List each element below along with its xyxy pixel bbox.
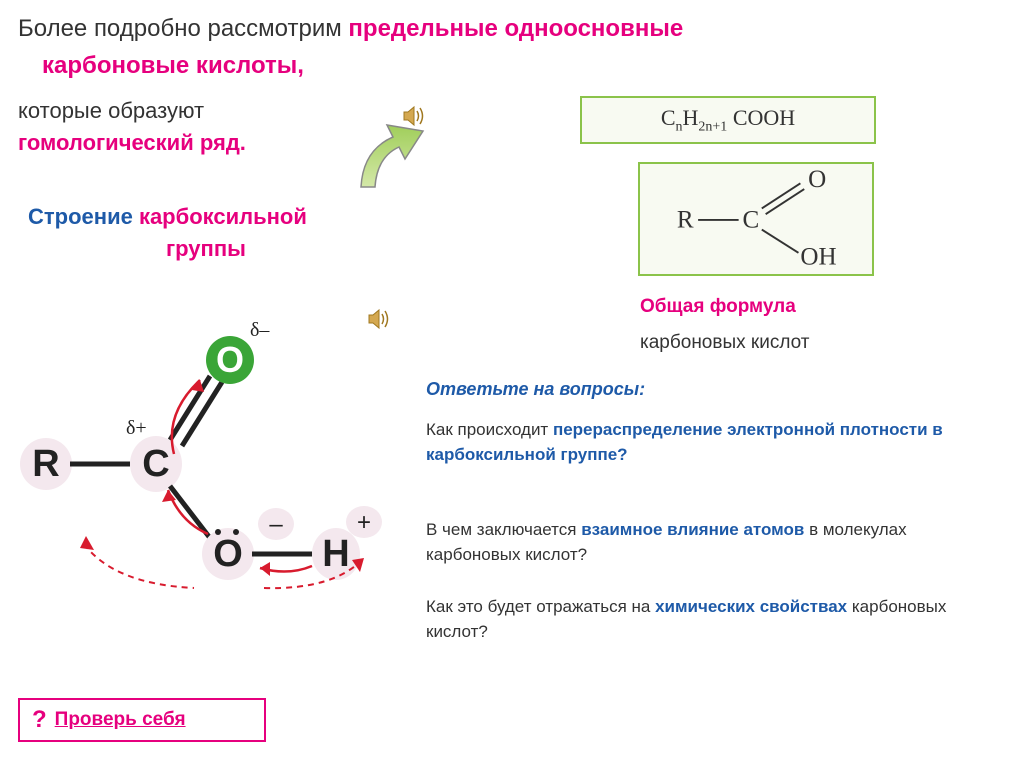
title-pink: предельные одноосновные	[348, 15, 683, 42]
general-formula-2: R C O OH	[638, 162, 874, 276]
title-black: Более подробно рассмотрим	[18, 15, 348, 42]
svg-text:H: H	[322, 533, 349, 575]
general-formula-1: CnH2n+1 COOH	[580, 96, 876, 144]
general-formula-label: Общая формула	[640, 296, 796, 318]
svg-text:O: O	[213, 533, 243, 575]
svg-text:δ–: δ–	[250, 319, 270, 341]
check-yourself-label: Проверь себя	[55, 709, 186, 731]
title-line-1: Более подробно рассмотрим предельные одн…	[18, 15, 683, 43]
structure-prefix: Строение	[28, 204, 139, 229]
svg-text:O: O	[216, 339, 244, 380]
question-2: В чем заключается взаимное влияние атомо…	[426, 518, 986, 567]
svg-text:+: +	[357, 509, 371, 536]
svg-text:–: –	[269, 511, 283, 538]
svg-text:δ+: δ+	[126, 417, 147, 439]
question-3: Как это будет отражаться на химических с…	[426, 595, 986, 644]
subtitle-line-2: гомологический ряд.	[18, 130, 246, 156]
svg-text:C: C	[142, 443, 169, 485]
questions-header: Ответьте на вопросы:	[426, 379, 645, 400]
speaker-icon-1[interactable]	[400, 102, 428, 135]
structure-pink: карбоксильной	[139, 204, 307, 229]
carboxyl-structure-diagram: R C δ+ O δ– O H – +	[14, 314, 394, 604]
subtitle-line-1: которые образуют	[18, 98, 204, 124]
question-mark-icon: ?	[32, 706, 47, 734]
title-line-2: карбоновые кислоты,	[42, 52, 304, 80]
general-formula-label-2: карбоновых кислот	[640, 332, 809, 354]
structure-title-2: группы	[166, 236, 246, 262]
formula-text: CnH2n+1 COOH	[661, 105, 795, 135]
svg-text:R: R	[677, 207, 694, 234]
svg-text:R: R	[32, 443, 59, 485]
svg-text:C: C	[742, 207, 759, 234]
check-yourself-button[interactable]: ? Проверь себя	[18, 698, 266, 742]
structure-title: Строение карбоксильной	[28, 204, 307, 230]
svg-text:OH: OH	[800, 243, 836, 270]
svg-text:O: O	[808, 166, 826, 193]
question-1: Как происходит перераспределение электро…	[426, 418, 986, 467]
